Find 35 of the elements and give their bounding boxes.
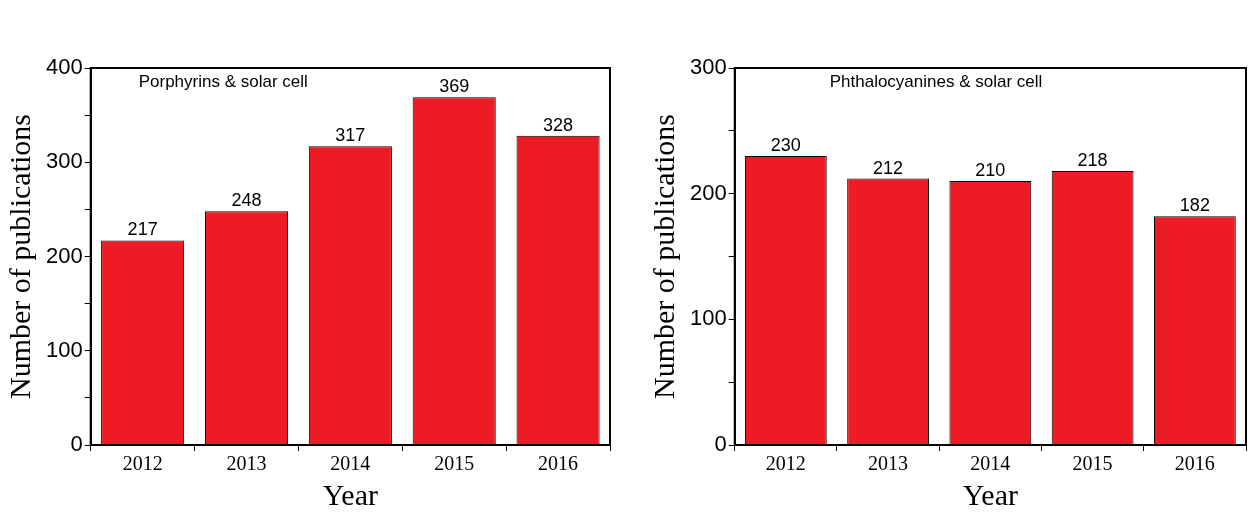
- data-label: 210: [975, 160, 1006, 181]
- y-tick-label: 0: [714, 431, 727, 457]
- y-axis-title: Number of publications: [2, 114, 36, 399]
- data-label: 369: [439, 76, 470, 97]
- y-tick-label: 200: [689, 179, 727, 205]
- y-tick-label: 400: [45, 54, 83, 80]
- data-label: 328: [543, 114, 574, 135]
- x-tick-label: 2012: [765, 452, 806, 475]
- x-tick-label: 2016: [1174, 452, 1215, 475]
- data-label: 248: [231, 190, 262, 211]
- data-label: 218: [1077, 150, 1108, 171]
- y-axis-title: Number of publications: [646, 114, 680, 399]
- y-tick-label: 300: [45, 148, 83, 174]
- data-label: 217: [127, 219, 158, 240]
- x-tick-label: 2013: [226, 452, 267, 475]
- y-tick-label: 100: [689, 305, 727, 331]
- data-label: 317: [335, 125, 366, 146]
- y-tick-label: 300: [689, 54, 727, 80]
- x-axis-title: Year: [962, 477, 1018, 511]
- data-label: 230: [770, 134, 801, 155]
- x-axis-title: Year: [322, 477, 378, 511]
- y-tick-label: 200: [45, 242, 83, 268]
- x-tick-label: 2013: [868, 452, 909, 475]
- x-tick-label: 2015: [434, 452, 475, 475]
- chart-title: Porphyrins & solar cell: [138, 72, 308, 92]
- data-label: 182: [1179, 195, 1210, 216]
- x-tick-label: 2016: [538, 452, 579, 475]
- x-tick-label: 2012: [122, 452, 163, 475]
- y-tick-label: 0: [70, 431, 83, 457]
- y-tick-label: 100: [45, 336, 83, 362]
- x-tick-label: 2014: [330, 452, 371, 475]
- x-tick-label: 2015: [1072, 452, 1113, 475]
- chart-title: Phthalocyanines & solar cell: [829, 72, 1043, 92]
- x-tick-label: 2014: [970, 452, 1011, 475]
- data-label: 212: [873, 157, 904, 178]
